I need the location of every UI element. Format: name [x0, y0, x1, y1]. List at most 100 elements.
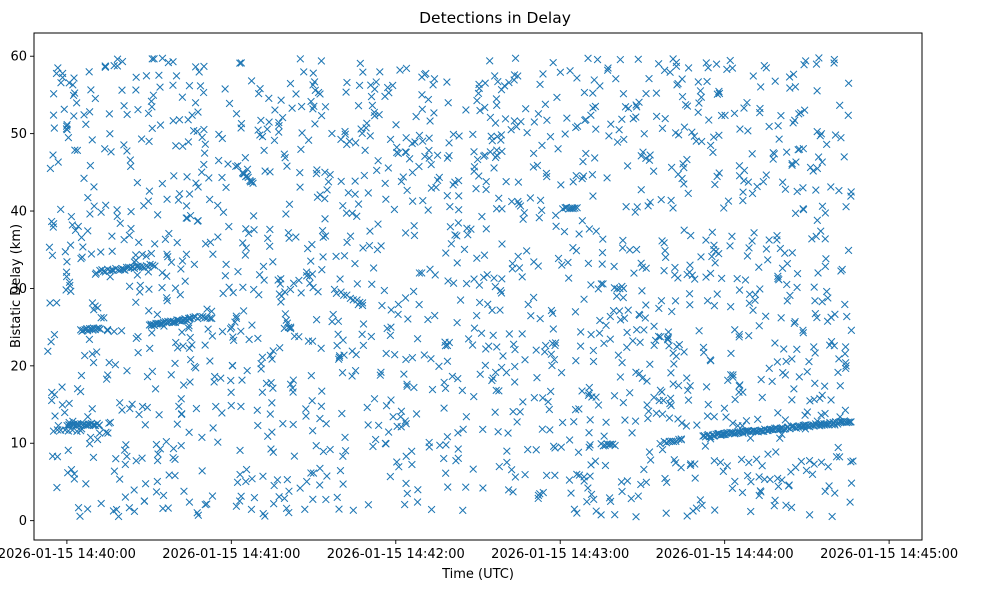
- detection-point: [629, 337, 637, 345]
- detection-point: [728, 64, 737, 72]
- detection-point: [378, 301, 386, 310]
- detection-point: [266, 410, 275, 418]
- detection-point: [449, 279, 458, 287]
- detection-point: [183, 214, 192, 222]
- detection-point: [288, 104, 296, 112]
- detection-point: [69, 81, 77, 89]
- detection-point: [249, 285, 258, 294]
- detection-point: [822, 287, 831, 296]
- detection-point: [542, 169, 551, 178]
- detection-point: [551, 471, 559, 480]
- detection-point: [606, 335, 615, 343]
- detection-point: [837, 133, 845, 142]
- detection-point: [513, 418, 521, 426]
- detection-point: [749, 72, 758, 80]
- detection-point: [302, 412, 310, 420]
- detection-point: [285, 487, 293, 495]
- detection-point: [495, 387, 503, 395]
- detection-point: [818, 202, 827, 211]
- detection-point: [661, 246, 669, 255]
- detection-point: [58, 69, 67, 78]
- detection-point: [85, 68, 93, 76]
- detection-point: [191, 364, 200, 372]
- detection-point: [490, 274, 498, 282]
- detection-point: [155, 71, 163, 80]
- detection-point: [189, 313, 197, 322]
- detection-point: [440, 404, 448, 412]
- detection-point: [661, 253, 670, 262]
- detection-point: [133, 271, 142, 279]
- detection-point: [282, 504, 291, 513]
- detection-point: [47, 396, 56, 405]
- detection-point: [184, 138, 193, 146]
- detection-point: [680, 123, 689, 131]
- detection-point: [96, 248, 105, 256]
- detection-point: [683, 270, 691, 279]
- detection-point: [126, 162, 135, 171]
- detection-point: [371, 435, 380, 444]
- detection-point: [381, 439, 390, 448]
- detection-point: [542, 172, 551, 181]
- detection-point: [386, 331, 395, 340]
- detection-point: [753, 182, 761, 191]
- detection-point: [104, 429, 112, 437]
- detection-point: [284, 228, 293, 237]
- detection-point: [269, 448, 278, 456]
- detection-point: [57, 78, 65, 87]
- detection-point: [418, 137, 427, 145]
- detection-point: [827, 337, 836, 346]
- detection-point: [632, 103, 641, 111]
- detection-point: [395, 463, 403, 471]
- detection-point: [238, 239, 247, 247]
- detection-point: [374, 156, 382, 165]
- detection-point: [349, 506, 358, 515]
- detection-point: [361, 146, 369, 155]
- detection-point: [637, 152, 646, 160]
- detection-point: [547, 350, 556, 359]
- detection-point: [120, 101, 128, 110]
- detection-point: [200, 149, 209, 157]
- detection-point: [481, 151, 489, 160]
- detection-point: [482, 185, 490, 194]
- detection-point: [161, 235, 170, 244]
- detection-point: [135, 288, 144, 296]
- detection-point: [369, 442, 377, 451]
- detection-point: [283, 475, 292, 484]
- detection-point: [66, 241, 75, 249]
- detection-point: [312, 441, 320, 450]
- detection-point: [148, 367, 157, 376]
- detection-point: [237, 59, 246, 67]
- detection-point: [632, 368, 640, 377]
- detection-point: [585, 225, 594, 233]
- detection-point: [130, 507, 139, 516]
- detection-point: [387, 396, 395, 404]
- detection-point: [244, 229, 253, 238]
- detection-point: [234, 267, 242, 276]
- detection-point: [621, 416, 629, 424]
- detection-point: [821, 409, 829, 418]
- detection-point: [443, 78, 451, 86]
- detection-point: [658, 410, 667, 418]
- detection-point: [92, 348, 101, 356]
- detection-point: [50, 390, 59, 399]
- detection-point: [514, 252, 522, 261]
- detection-point: [720, 404, 729, 413]
- detection-point: [239, 307, 248, 315]
- detection-point: [781, 249, 789, 257]
- detection-point: [588, 170, 597, 179]
- detection-point: [774, 409, 782, 417]
- detection-point: [88, 350, 97, 358]
- detection-point: [652, 409, 661, 418]
- detection-point: [145, 137, 153, 146]
- detection-point: [789, 70, 798, 78]
- detection-point: [712, 60, 721, 68]
- detection-point: [817, 458, 826, 467]
- detection-point: [364, 421, 372, 429]
- detection-point: [842, 362, 850, 370]
- detection-point: [138, 250, 147, 259]
- detection-point: [171, 359, 179, 368]
- detection-point: [710, 241, 718, 250]
- detection-point: [256, 84, 264, 93]
- detection-point: [242, 465, 251, 474]
- detection-point: [530, 258, 538, 266]
